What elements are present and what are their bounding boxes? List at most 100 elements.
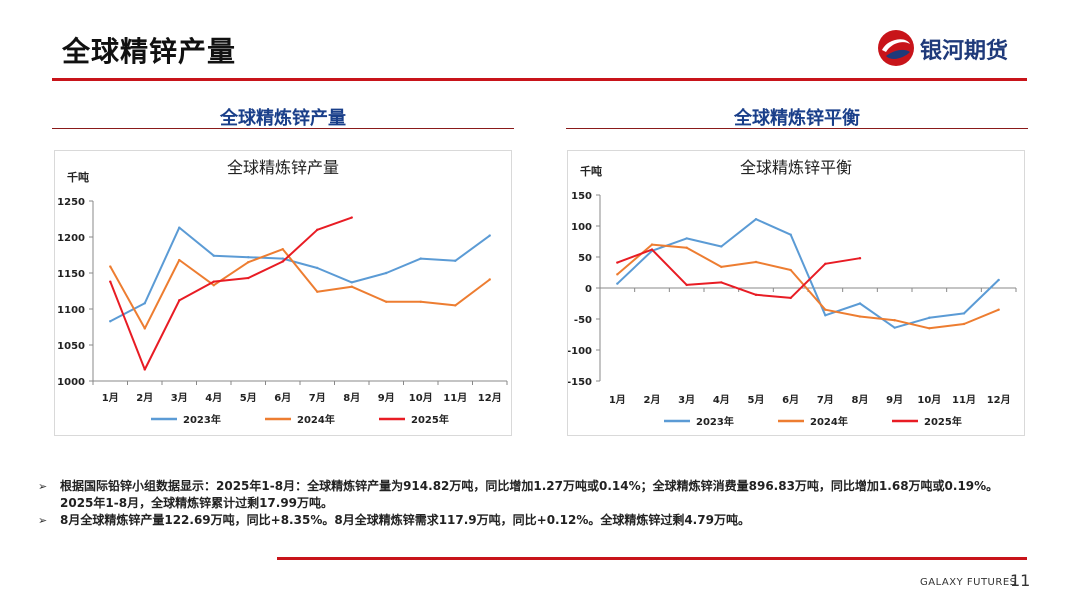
y-tick-label: -100 — [568, 346, 592, 357]
footer-divider — [277, 557, 1027, 560]
series-line-2023年 — [616, 218, 1000, 329]
data-point — [143, 368, 146, 371]
brand-name: 银河期货 — [920, 39, 1009, 64]
data-point — [858, 302, 862, 305]
data-point — [789, 268, 792, 272]
legend-label: 2025年 — [924, 415, 962, 428]
data-point — [178, 258, 181, 262]
x-tick-label: 4月 — [713, 394, 730, 406]
data-point — [454, 304, 457, 307]
data-point — [247, 276, 250, 280]
data-point — [488, 278, 491, 281]
data-point — [858, 257, 862, 260]
page-number: 11 — [1010, 571, 1031, 590]
x-tick-label: 6月 — [782, 394, 799, 406]
data-point — [720, 265, 723, 269]
data-point — [962, 322, 966, 326]
legend-label: 2025年 — [411, 413, 449, 426]
data-point — [616, 282, 619, 285]
x-tick-label: 11月 — [443, 392, 467, 404]
legend-label: 2023年 — [183, 413, 221, 426]
data-point — [824, 308, 827, 311]
y-tick-label: 150 — [571, 191, 592, 202]
data-point — [109, 280, 112, 283]
data-point — [824, 262, 827, 266]
data-point — [720, 245, 723, 248]
data-point — [928, 327, 931, 330]
data-point — [385, 271, 388, 275]
data-point — [893, 319, 896, 322]
y-tick-label: 0 — [585, 284, 592, 295]
bullet-text: 根据国际铅锌小组数据显示：2025年1-8月：全球精炼锌产量为914.82万吨，… — [60, 479, 999, 510]
data-point — [720, 281, 723, 284]
data-point — [419, 300, 422, 303]
data-point — [616, 273, 619, 276]
data-point — [247, 261, 250, 264]
left-section-divider — [52, 128, 514, 129]
data-point — [143, 302, 146, 305]
page-title: 全球精锌产量 — [62, 35, 237, 68]
data-point — [824, 314, 827, 317]
x-tick-label: 11月 — [952, 394, 976, 406]
data-point — [316, 228, 319, 231]
y-tick-label: 1100 — [57, 305, 85, 316]
data-point — [754, 260, 758, 264]
x-tick-label: 1月 — [102, 392, 119, 404]
x-tick-label: 9月 — [378, 392, 395, 404]
data-point — [685, 246, 688, 249]
data-point — [454, 259, 457, 262]
data-point — [650, 248, 654, 251]
x-tick-label: 3月 — [678, 394, 695, 406]
x-tick-label: 12月 — [478, 392, 502, 404]
series-line-2024年 — [616, 243, 1000, 330]
series-line-2025年 — [109, 216, 353, 371]
data-point — [109, 265, 112, 268]
data-point — [109, 320, 112, 323]
x-tick-label: 4月 — [205, 392, 222, 404]
production-chart-frame: 全球精炼锌产量 千吨 1000 1050 1100 1150 1200 1250 1月 2月 3月 4… — [54, 150, 512, 436]
x-tick-label: 10月 — [409, 392, 433, 404]
data-point — [997, 278, 1000, 282]
y-tick-label: 1200 — [57, 233, 85, 244]
data-point — [316, 290, 319, 293]
data-point — [212, 254, 215, 257]
data-point — [350, 281, 353, 284]
data-point — [789, 233, 792, 236]
x-tick-label: 9月 — [886, 394, 903, 406]
x-tick-label: 7月 — [817, 394, 834, 406]
data-point — [650, 243, 654, 246]
header-divider — [52, 78, 1027, 81]
series-line-2024年 — [109, 248, 491, 330]
right-section-divider — [566, 128, 1028, 129]
left-section-title: 全球精炼锌产量 — [220, 108, 346, 129]
legend-label: 2024年 — [810, 415, 848, 428]
x-tick-label: 5月 — [240, 392, 257, 404]
chart-title: 全球精炼锌产量 — [227, 158, 339, 177]
right-section-title: 全球精炼锌平衡 — [734, 108, 860, 129]
y-tick-label: 1150 — [57, 269, 85, 280]
balance-line-chart: 全球精炼锌平衡 千吨 -150 -100 -50 0 50 100 150 1月 2月 3月 4月 5月 6… — [568, 158, 1017, 428]
x-tick-label: 6月 — [274, 392, 291, 404]
footer-brand: GALAXY FUTURES — [920, 577, 1017, 588]
arrow-bullet-icon: ➢ — [38, 514, 48, 527]
y-tick-label: -50 — [574, 315, 592, 326]
x-tick-label: 5月 — [748, 394, 765, 406]
x-tick-label: 2月 — [644, 394, 661, 406]
x-tick-label: 8月 — [343, 392, 360, 404]
brand-logo: 银河期货 — [876, 28, 1036, 68]
data-point — [247, 255, 250, 259]
data-point — [212, 280, 215, 283]
data-point — [143, 327, 146, 330]
data-point — [997, 308, 1000, 311]
data-point — [685, 237, 688, 240]
data-point — [350, 285, 353, 288]
data-point — [316, 266, 319, 270]
x-tick-label: 2月 — [136, 392, 153, 404]
data-point — [616, 261, 619, 264]
y-tick-label: 100 — [571, 222, 592, 233]
series-line-2025年 — [616, 248, 861, 299]
balance-chart-frame: 全球精炼锌平衡 千吨 -150 -100 -50 0 50 100 150 1月 2月 3月 4月 5月 6… — [567, 150, 1025, 436]
commentary: ➢ 根据国际铅锌小组数据显示：2025年1-8月：全球精炼锌产量为914.82万… — [38, 478, 1028, 529]
data-point — [754, 293, 758, 297]
